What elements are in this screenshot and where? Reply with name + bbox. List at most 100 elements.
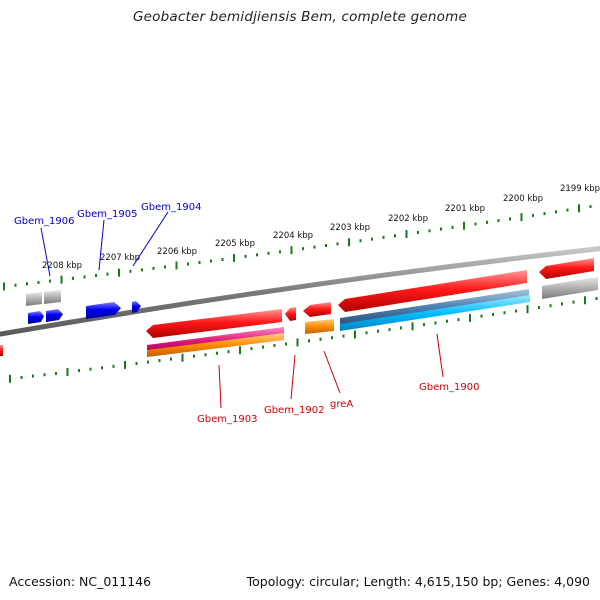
scale-tick-minor — [497, 219, 500, 223]
scale-tick-minor — [446, 319, 448, 323]
gene-feature-reverse[interactable] — [303, 302, 331, 317]
gene-label-top[interactable]: Gbem_1904 — [141, 202, 201, 213]
scale-tick-minor — [589, 205, 592, 208]
scale-tick-minor — [227, 350, 230, 354]
scale-tick-minor — [480, 314, 483, 318]
scale-tick-minor — [486, 220, 488, 224]
scale-tick-minor — [101, 366, 103, 370]
gene-feature-reverse[interactable] — [539, 258, 594, 279]
scale-label: 2202 kbp — [388, 214, 428, 224]
gene-label-bottom[interactable]: Gbem_1902 — [264, 405, 324, 416]
scale-tick-minor — [49, 279, 51, 283]
scale-tick-minor — [342, 334, 345, 338]
scale-tick-minor — [549, 304, 552, 308]
gene-feature-reverse[interactable] — [146, 309, 282, 338]
scale-tick-minor — [216, 351, 218, 355]
scale-tick-minor — [543, 212, 546, 216]
scale-tick-major — [584, 296, 586, 305]
leader-line — [436, 333, 444, 378]
gene-feature-reverse-edge[interactable] — [0, 345, 3, 356]
scale-tick-major — [526, 305, 529, 314]
scale-tick-minor — [106, 272, 109, 276]
scale-tick-minor — [89, 367, 92, 371]
scale-tick-minor — [20, 376, 23, 379]
gene-feature-forward[interactable] — [46, 309, 63, 322]
gene-feature-forward[interactable] — [132, 301, 141, 313]
scale-tick-minor — [400, 326, 402, 330]
scale-tick-minor — [336, 242, 339, 246]
gene-feature-gray[interactable] — [44, 290, 61, 304]
feature-cyan[interactable] — [340, 295, 530, 331]
feature-orange[interactable] — [305, 319, 334, 334]
scale-tick-minor — [158, 359, 161, 363]
gene-feature-reverse[interactable] — [338, 270, 527, 312]
scale-tick-minor — [492, 312, 494, 316]
scale-tick-minor — [359, 239, 362, 243]
scale-tick-major — [411, 322, 414, 331]
leader-line — [218, 364, 222, 409]
gene-feature-reverse[interactable] — [285, 307, 296, 321]
scale-tick-major — [181, 353, 184, 362]
scale-tick-minor — [129, 269, 132, 273]
scale-tick-minor — [503, 311, 506, 315]
leader-line — [98, 219, 105, 271]
scale-tick-minor — [509, 217, 511, 221]
gene-label-top[interactable]: Gbem_1905 — [77, 209, 137, 220]
scale-tick-minor — [451, 225, 454, 229]
scale-tick-major — [233, 253, 235, 262]
scale-tick-minor — [440, 227, 442, 231]
scale-tick-minor — [26, 282, 28, 286]
scale-tick-minor — [561, 302, 563, 306]
scale-tick-minor — [95, 274, 97, 277]
scale-label: 2203 kbp — [330, 223, 370, 233]
scale-tick-minor — [382, 235, 385, 239]
gene-label-bottom[interactable]: Gbem_1903 — [197, 414, 257, 425]
scale-tick-minor — [37, 281, 40, 284]
gene-feature-forward[interactable] — [86, 302, 121, 319]
leader-line — [323, 350, 341, 394]
scale-tick-minor — [187, 262, 189, 266]
map-title: Geobacter bemidjiensis Bem, complete gen… — [133, 9, 467, 25]
scale-tick-minor — [434, 321, 437, 325]
gene-feature-gray[interactable] — [26, 292, 42, 306]
scale-label: 2199 kbp — [560, 184, 600, 194]
scale-tick-minor — [308, 339, 310, 343]
gene-feature-gray[interactable] — [542, 277, 598, 299]
scale-tick-minor — [78, 369, 80, 373]
scale-tick-minor — [72, 276, 74, 280]
scale-label: 2208 kbp — [42, 261, 82, 271]
scale-tick-minor — [250, 347, 253, 351]
scale-tick-minor — [285, 342, 287, 346]
scale-tick-major — [3, 282, 5, 291]
scale-tick-minor — [55, 371, 57, 375]
scale-tick-major — [405, 230, 408, 239]
scale-tick-minor — [457, 318, 460, 322]
scale-tick-minor — [325, 244, 327, 247]
scale-tick-minor — [267, 251, 270, 255]
leader-line — [40, 227, 51, 277]
gene-feature-forward[interactable] — [28, 311, 44, 324]
scale-tick-major — [175, 261, 178, 270]
scale-tick-major — [463, 221, 465, 230]
scale-tick-minor — [14, 283, 17, 287]
scale-tick-minor — [198, 261, 201, 264]
scale-label: 2205 kbp — [215, 239, 255, 249]
scale-tick-major — [578, 204, 580, 213]
scale-tick-minor — [164, 265, 166, 269]
scale-tick-minor — [170, 357, 172, 361]
gene-label-bottom[interactable]: greA — [330, 399, 353, 410]
scale-tick-minor — [302, 247, 304, 251]
gene-label-top[interactable]: Gbem_1906 — [14, 216, 74, 227]
scale-tick-minor — [331, 336, 333, 340]
scale-tick-minor — [595, 297, 598, 300]
feature-steel-blue[interactable] — [340, 289, 529, 326]
feature-orange[interactable] — [147, 333, 284, 357]
accession-text: Accession: NC_011146 — [9, 574, 152, 589]
gene-label-bottom[interactable]: Gbem_1900 — [419, 382, 479, 393]
scale-tick-minor — [147, 360, 149, 364]
scale-ticks-top — [3, 204, 592, 291]
scale-tick-minor — [474, 222, 477, 226]
scale-tick-minor — [43, 373, 46, 377]
scale-tick-minor — [313, 245, 316, 249]
scale-tick-minor — [377, 329, 379, 333]
